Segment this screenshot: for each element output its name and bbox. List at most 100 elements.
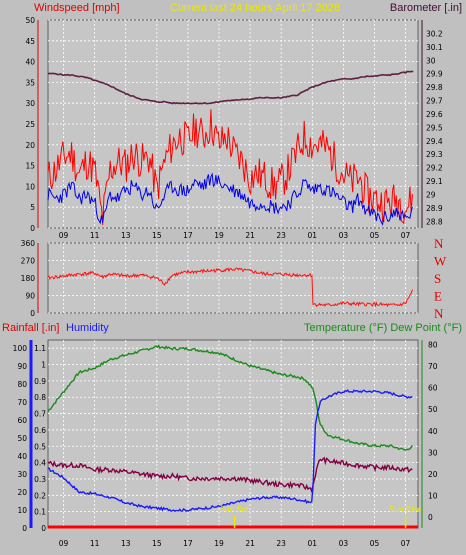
y-tick-label: 45: [25, 37, 35, 46]
x-tick-label: 13: [121, 539, 131, 548]
rain-tick-label: 0.1: [34, 508, 46, 517]
rain-tick-label: 0.8: [34, 393, 46, 402]
x-tick-label: 05: [370, 231, 380, 240]
y-tick-label-right: 29.8: [426, 83, 443, 92]
rainfall-axis-title: Rainfall [.in]: [2, 322, 59, 334]
temperature-tick-label: 0: [428, 513, 433, 522]
x-tick-label: 17: [183, 231, 193, 240]
y-tick-label-right: 28.8: [426, 217, 443, 226]
y-tick-label: 40: [25, 58, 35, 67]
direction-label: N: [434, 306, 444, 321]
x-tick-label: 19: [214, 231, 224, 240]
rain-tick-label: 0.2: [34, 491, 46, 500]
direction-label: E: [434, 289, 442, 304]
x-tick-label: 17: [183, 539, 193, 548]
y-tick-label: 360: [21, 239, 36, 248]
wind-baro-panel: 0 5 10 15 20 25 30 35 40 45 50 28.8 28.9 29 29.1 29.2 2…: [25, 2, 462, 233]
y-tick-label: 30: [25, 99, 35, 108]
temperature-tick-label: 50: [428, 405, 438, 414]
temperature-tick-label: 60: [428, 384, 438, 393]
humidity-tick-label: 90: [17, 362, 27, 371]
x-tick-label: 03: [339, 539, 349, 548]
temperature-axis-title: Temperature (°F) Dew Point (°F): [304, 322, 462, 334]
y-tick-label: 5: [30, 203, 35, 212]
temperature-line: [47, 344, 414, 451]
y-tick-label: 10: [25, 182, 35, 191]
x-tick-label: 15: [152, 231, 162, 240]
wind-direction-line: [47, 267, 414, 308]
humidity-axis-title: Humidity: [66, 322, 109, 334]
x-tick-label: 01: [308, 231, 318, 240]
y-tick-label-right: 29.4: [426, 137, 443, 146]
barometer-axis-title: Barometer [.in]: [390, 2, 462, 14]
x-tick-label: 15: [152, 539, 162, 548]
y-tick-label-right: 30.2: [426, 29, 443, 38]
wind-gust-line: [47, 109, 413, 226]
y-tick-label: 25: [25, 120, 35, 129]
x-tick-label: 23: [276, 539, 286, 548]
x-tick-label: 01: [308, 539, 318, 548]
x-tick-label: 11: [90, 539, 100, 548]
dewpoint-line: [47, 456, 413, 494]
y-tick-label-right: 29.3: [426, 150, 443, 159]
y-tick-label: 15: [25, 162, 35, 171]
humidity-line: [47, 389, 413, 513]
x-tick-label: 07: [401, 539, 411, 548]
y-tick-label: 0: [30, 224, 35, 233]
y-tick-label: 35: [25, 78, 35, 87]
direction-label: S: [434, 271, 441, 286]
temperature-tick-label: 70: [428, 362, 438, 371]
y-tick-label-right: 29.5: [426, 123, 443, 132]
temperature-tick-label: 10: [428, 492, 438, 501]
y-tick-label-right: 29.6: [426, 110, 443, 119]
y-tick-label-right: 29.2: [426, 164, 443, 173]
y-tick-label: 50: [25, 16, 35, 25]
direction-label: W: [434, 254, 447, 269]
sunrise-label: Sun Rise: [389, 505, 422, 514]
x-tick-label: 21: [245, 539, 255, 548]
y-tick-label-right: 29.9: [426, 70, 443, 79]
x-tick-label: 13: [121, 231, 131, 240]
rain-tick-label: 0.7: [34, 410, 46, 419]
x-tick-label: 23: [276, 231, 286, 240]
rain-tick-label: 0.6: [34, 426, 46, 435]
humidity-tick-label: 60: [17, 416, 27, 425]
humidity-tick-label: 30: [17, 470, 27, 479]
y-tick-label: 90: [25, 292, 35, 301]
humidity-tick-label: 80: [17, 380, 27, 389]
humidity-tick-label: 10: [17, 506, 27, 515]
humidity-tick-label: 100: [13, 344, 28, 353]
windspeed-axis-title: Windspeed [mph]: [34, 2, 120, 14]
y-tick-label-right: 29.1: [426, 177, 443, 186]
chart-title: Current last 24 hours April 17 2026: [170, 2, 340, 14]
y-tick-label-right: 30: [426, 56, 436, 65]
x-tick-label: 03: [339, 231, 349, 240]
humidity-tick-label: 40: [17, 452, 27, 461]
rain-tick-label: 0.5: [34, 442, 46, 451]
x-tick-label: 07: [401, 231, 411, 240]
humidity-tick-label: 0: [22, 524, 27, 533]
temperature-tick-label: 80: [428, 340, 438, 349]
rain-tick-label: 0.3: [34, 475, 46, 484]
y-tick-label-right: 29.7: [426, 97, 443, 106]
barometer-line: [47, 70, 414, 105]
x-tick-label: 09: [59, 231, 69, 240]
humidity-tick-label: 20: [17, 488, 27, 497]
rain-tick-label: 1: [41, 361, 46, 370]
rain-tick-label: 0: [41, 524, 46, 533]
rain-humidity-temp-panel: 00.10.20.30.40.50.60.70.80.911.1 0102030…: [2, 322, 462, 548]
y-tick-label: 0: [30, 309, 35, 318]
x-tick-label: 05: [370, 539, 380, 548]
y-tick-label: 180: [21, 274, 36, 283]
x-tick-label: 09: [59, 539, 69, 548]
rain-tick-label: 0.9: [34, 377, 46, 386]
rain-tick-label: 1.1: [34, 344, 46, 353]
y-tick-label-right: 29: [426, 190, 436, 199]
y-tick-label-right: 30.1: [426, 43, 443, 52]
sunset-label: Sun Set: [220, 505, 249, 514]
x-tick-label: 11: [90, 231, 100, 240]
direction-label: N: [434, 236, 444, 251]
x-tick-label: 21: [245, 231, 255, 240]
